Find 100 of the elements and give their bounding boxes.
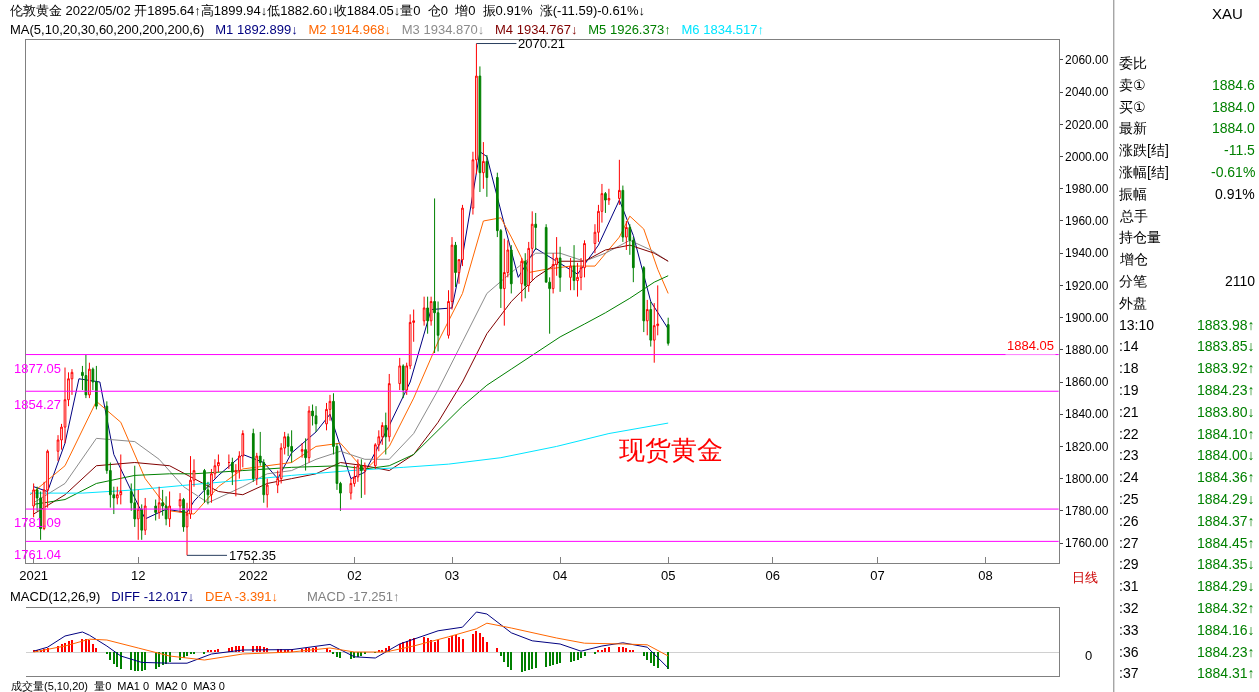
text: 1884.00↓ [1197, 447, 1255, 463]
y-tick-label: 1780.00 [1065, 504, 1109, 519]
category-label: 买① [1119, 99, 1146, 115]
category-label: :23 [1119, 447, 1139, 463]
y-tick-label: 1940.00 [1065, 246, 1109, 261]
y-tick-label: 2040.00 [1065, 85, 1109, 100]
category-label: 分笔 [1119, 273, 1147, 289]
category-label: 委比 [1119, 55, 1147, 71]
x-tick-label: 02 [347, 567, 362, 583]
text: M3 1934.870↓ [401, 22, 485, 37]
text: 1884.29↓ [1197, 578, 1255, 594]
category-label: :33 [1119, 622, 1139, 638]
category-label: :22 [1119, 426, 1139, 442]
ref-line-label: 1854.27 [14, 397, 61, 412]
category-label: 外盘 [1119, 295, 1147, 311]
x-tick-label: 06 [765, 567, 781, 583]
category-label: :37 [1119, 665, 1139, 681]
text: M1 1892.899↓ [215, 22, 298, 37]
category-label: :29 [1119, 556, 1139, 572]
x-tick-label: 07 [870, 567, 885, 583]
chart-subtitle: MA(5,10,20,30,60,200,200,200,6) [10, 22, 205, 37]
text: 1884.23↑ [1197, 382, 1255, 398]
y-tick-label: 1920.00 [1065, 278, 1109, 293]
text: DIFF -12.017↓ [111, 589, 195, 604]
annotation: 1884.05 [1007, 338, 1054, 353]
category-label: :36 [1119, 644, 1139, 660]
text: 2110 [1225, 273, 1256, 289]
text: 1884.16↓ [1197, 622, 1255, 638]
text: 1884.45↑ [1197, 535, 1255, 551]
text: M4 1934.767↓ [495, 22, 578, 37]
text: M2 1914.968↓ [308, 22, 391, 37]
category-label: 振幅 [1119, 186, 1147, 202]
text: -0.61% [1211, 164, 1256, 180]
category-label: 涨幅[结] [1119, 164, 1169, 180]
text: 1884.0 [1212, 99, 1255, 115]
text: 1884.35↓ [1197, 556, 1255, 572]
y-tick-label: 1800.00 [1065, 471, 1109, 486]
y-tick-label: 1880.00 [1065, 343, 1109, 358]
y-tick-label: 1760.00 [1065, 536, 1109, 551]
y-tick-label: 2020.00 [1065, 117, 1109, 132]
text: 日线 [1072, 570, 1098, 585]
y-tick-label: 1900.00 [1065, 310, 1109, 325]
ref-line-label: 1761.04 [14, 547, 61, 562]
x-tick-label: 08 [978, 567, 993, 583]
y-tick-label: 1840.00 [1065, 407, 1109, 422]
text: 0.91% [1215, 186, 1255, 202]
x-tick-label: 03 [444, 567, 460, 583]
text: 1884.10↑ [1197, 426, 1255, 442]
text: 1884.32↑ [1197, 600, 1255, 616]
y-tick-label: 2000.00 [1065, 149, 1109, 164]
category-label: :14 [1119, 338, 1139, 354]
category-label: :26 [1119, 513, 1139, 529]
y-tick-label: 1860.00 [1065, 375, 1109, 390]
text: 1884.31↑ [1197, 665, 1255, 681]
category-label: 总手 [1119, 208, 1148, 224]
text: 1884.29↓ [1197, 491, 1255, 507]
text: 1883.92↑ [1197, 360, 1255, 376]
y-tick-label: 2060.00 [1065, 53, 1109, 68]
text: DEA -3.391↓ [205, 589, 279, 604]
text: 1884.37↑ [1197, 513, 1255, 529]
annotation: 现货黄金 [619, 435, 723, 465]
category-label: :32 [1119, 600, 1139, 616]
category-label: :21 [1119, 404, 1139, 420]
x-tick-label: 2021 [19, 567, 49, 583]
y-tick-label: 1960.00 [1065, 214, 1109, 229]
text: XAU [1212, 5, 1243, 22]
category-label: :19 [1119, 382, 1139, 398]
category-label: 持仓量 [1119, 229, 1161, 245]
text: 1884.36↑ [1197, 469, 1255, 485]
x-tick-label: 05 [660, 567, 676, 583]
category-label: :24 [1119, 469, 1139, 485]
chart-title: MACD(12,26,9) [10, 589, 101, 604]
y-tick-label: 1820.00 [1065, 439, 1109, 454]
text: 1883.85↓ [1197, 338, 1255, 354]
category-label: :25 [1119, 491, 1139, 507]
text: 1883.80↓ [1197, 404, 1255, 420]
annotation: 2070.21 [518, 36, 565, 51]
category-label: 卖① [1119, 77, 1146, 93]
text: MACD -17.251↑ [307, 589, 400, 604]
text: M5 1926.373↑ [588, 22, 671, 37]
category-label: :27 [1119, 535, 1139, 551]
text: 1884.0 [1212, 120, 1255, 136]
category-label: 最新 [1119, 120, 1147, 136]
category-label: :18 [1119, 360, 1139, 376]
category-label: :31 [1119, 578, 1139, 594]
x-tick-label: 04 [552, 567, 568, 583]
text: 1883.98↑ [1197, 317, 1255, 333]
category-label: 增仓 [1119, 251, 1148, 267]
annotation: 1752.35 [229, 548, 276, 563]
text: 1884.23↑ [1197, 644, 1255, 660]
x-tick-label: 12 [130, 567, 146, 583]
category-label: 13:10 [1119, 317, 1155, 333]
category-label: 涨跌[结] [1119, 142, 1169, 158]
y-tick-label: 1980.00 [1065, 181, 1109, 196]
ref-line-label: 1877.05 [14, 361, 61, 376]
text: 成交量(5,10,20) 量0 MA1 0 MA2 0 MA3 0 [11, 680, 225, 692]
text: -11.5 [1224, 142, 1255, 158]
x-tick-label: 2022 [238, 567, 268, 583]
text: 1884.6 [1212, 77, 1255, 93]
chart-title: 伦敦黄金 2022/05/02 开1895.64↑高1899.94↓低1882.60↓收1884.05↓量0 仓0 增0 振0.91% 涨(-11.59)-0.61%↓ [10, 3, 645, 18]
